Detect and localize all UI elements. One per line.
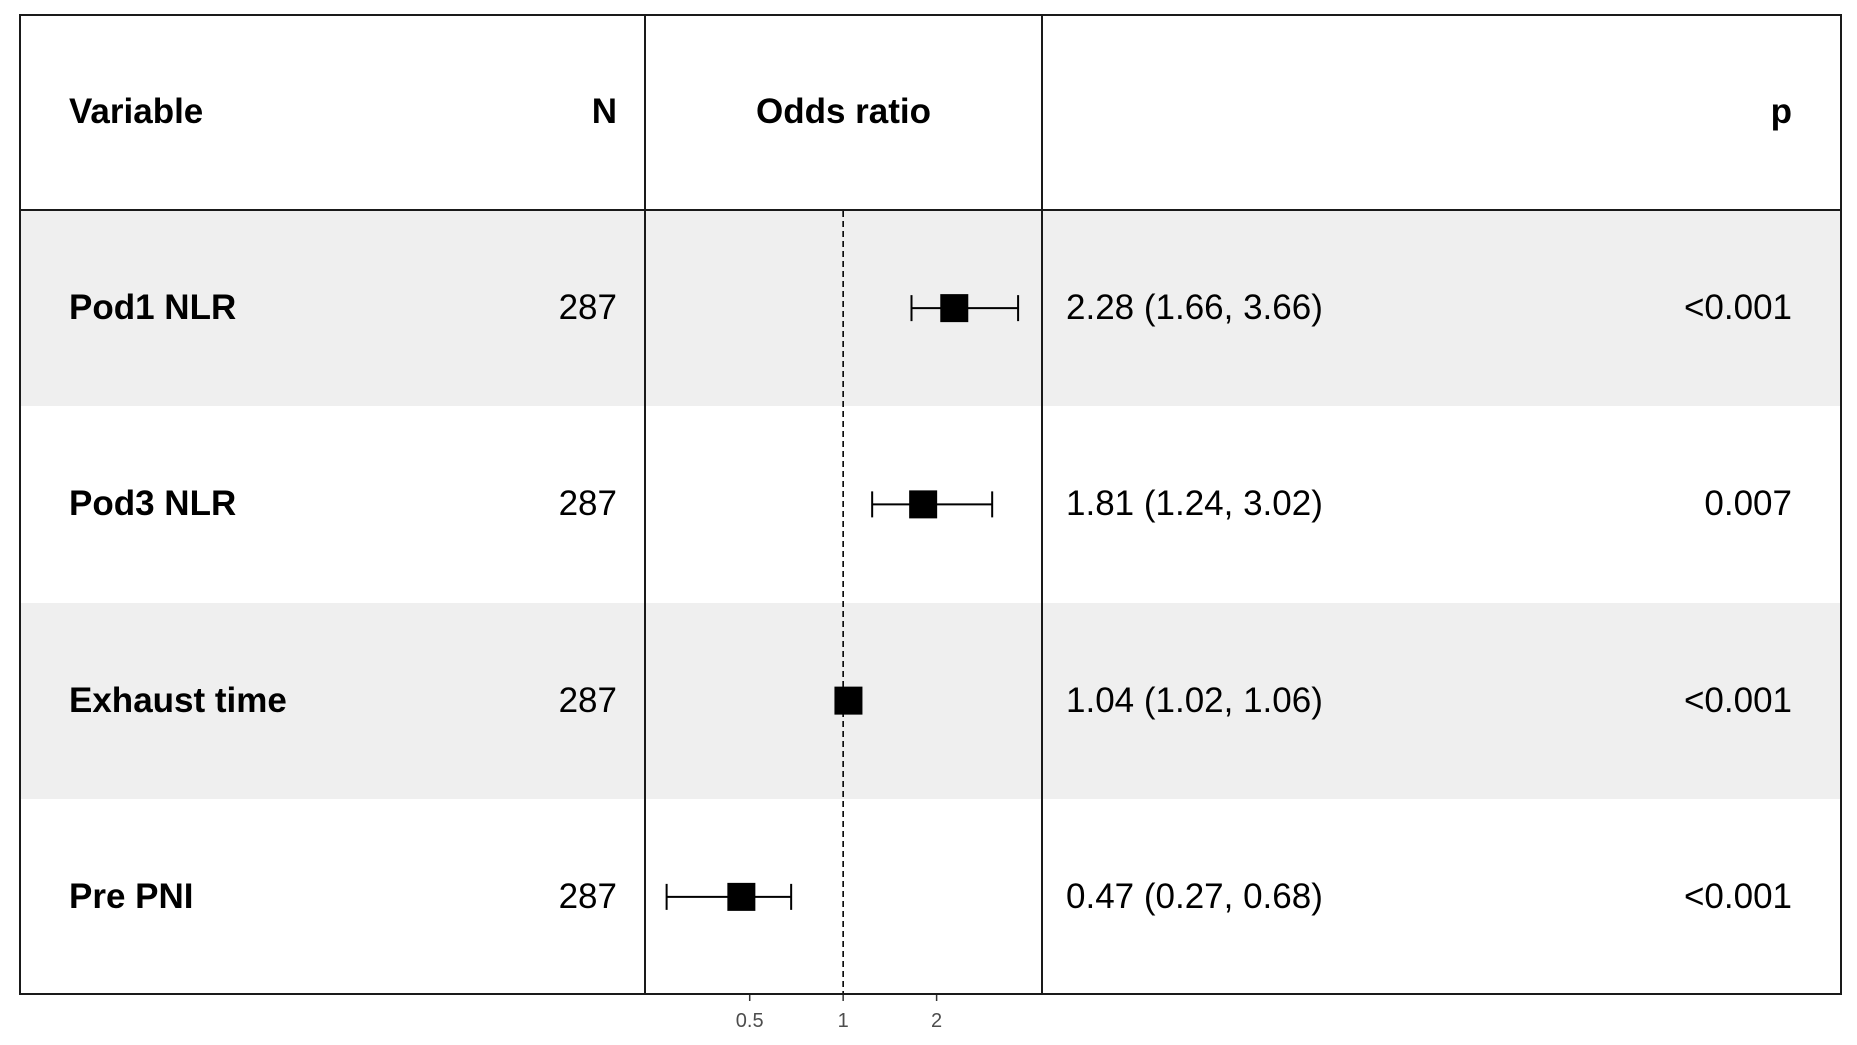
header-divider <box>19 209 1842 211</box>
p-value: <0.001 <box>1683 288 1792 327</box>
row-stripe <box>19 603 1842 799</box>
odds-ratio-ci-label: 0.47 (0.27, 0.68) <box>1066 877 1323 916</box>
odds-ratio-point-pre-pni <box>727 882 756 911</box>
column-header-odds-ratio: Odds ratio <box>755 92 932 131</box>
table-header-row: Variable N Odds ratio p <box>19 14 1842 210</box>
odds-ratio-point-pod1-nlr <box>940 294 969 323</box>
column-divider <box>644 14 646 995</box>
table-border-right <box>1840 14 1842 995</box>
sample-size: 287 <box>558 681 617 720</box>
table-row: Exhaust time 287 1.04 (1.02, 1.06) <0.00… <box>19 603 1842 799</box>
variable-name: Pre PNI <box>69 877 194 916</box>
p-value: 0.007 <box>1704 484 1792 523</box>
table-border-left <box>19 14 21 995</box>
column-header-p: p <box>1770 92 1792 131</box>
sample-size: 287 <box>558 484 617 523</box>
variable-name: Exhaust time <box>69 681 287 720</box>
x-axis-tick-label: 2 <box>931 1010 942 1032</box>
odds-ratio-ci-label: 1.04 (1.02, 1.06) <box>1066 681 1323 720</box>
variable-name: Pod3 NLR <box>69 484 237 523</box>
table-border-top <box>19 14 1842 16</box>
odds-ratio-ci-label: 2.28 (1.66, 3.66) <box>1066 288 1323 327</box>
variable-name: Pod1 NLR <box>69 288 237 327</box>
table-border-bottom <box>19 993 1842 995</box>
x-axis-tick-label: 0.5 <box>736 1010 764 1032</box>
odds-ratio-ci-label: 1.81 (1.24, 3.02) <box>1066 484 1323 523</box>
p-value: <0.001 <box>1683 681 1792 720</box>
table-row: Pod3 NLR 287 1.81 (1.24, 3.02) 0.007 <box>19 406 1842 602</box>
sample-size: 287 <box>558 288 617 327</box>
column-divider <box>1041 14 1043 995</box>
sample-size: 287 <box>558 877 617 916</box>
forest-plot-panel: 0.5 1 2 <box>665 211 1020 1032</box>
table-row: Pre PNI 287 0.47 (0.27, 0.68) <0.001 <box>19 799 1842 995</box>
column-header-n: N <box>591 92 617 131</box>
table-row: Pod1 NLR 287 2.28 (1.66, 3.66) <0.001 <box>19 210 1842 406</box>
odds-ratio-point-exhaust-time <box>834 686 863 715</box>
odds-ratio-point-pod3-nlr <box>909 490 938 519</box>
column-header-variable: Variable <box>69 92 204 131</box>
x-axis-tick-label: 1 <box>838 1010 849 1032</box>
p-value: <0.001 <box>1683 877 1792 916</box>
